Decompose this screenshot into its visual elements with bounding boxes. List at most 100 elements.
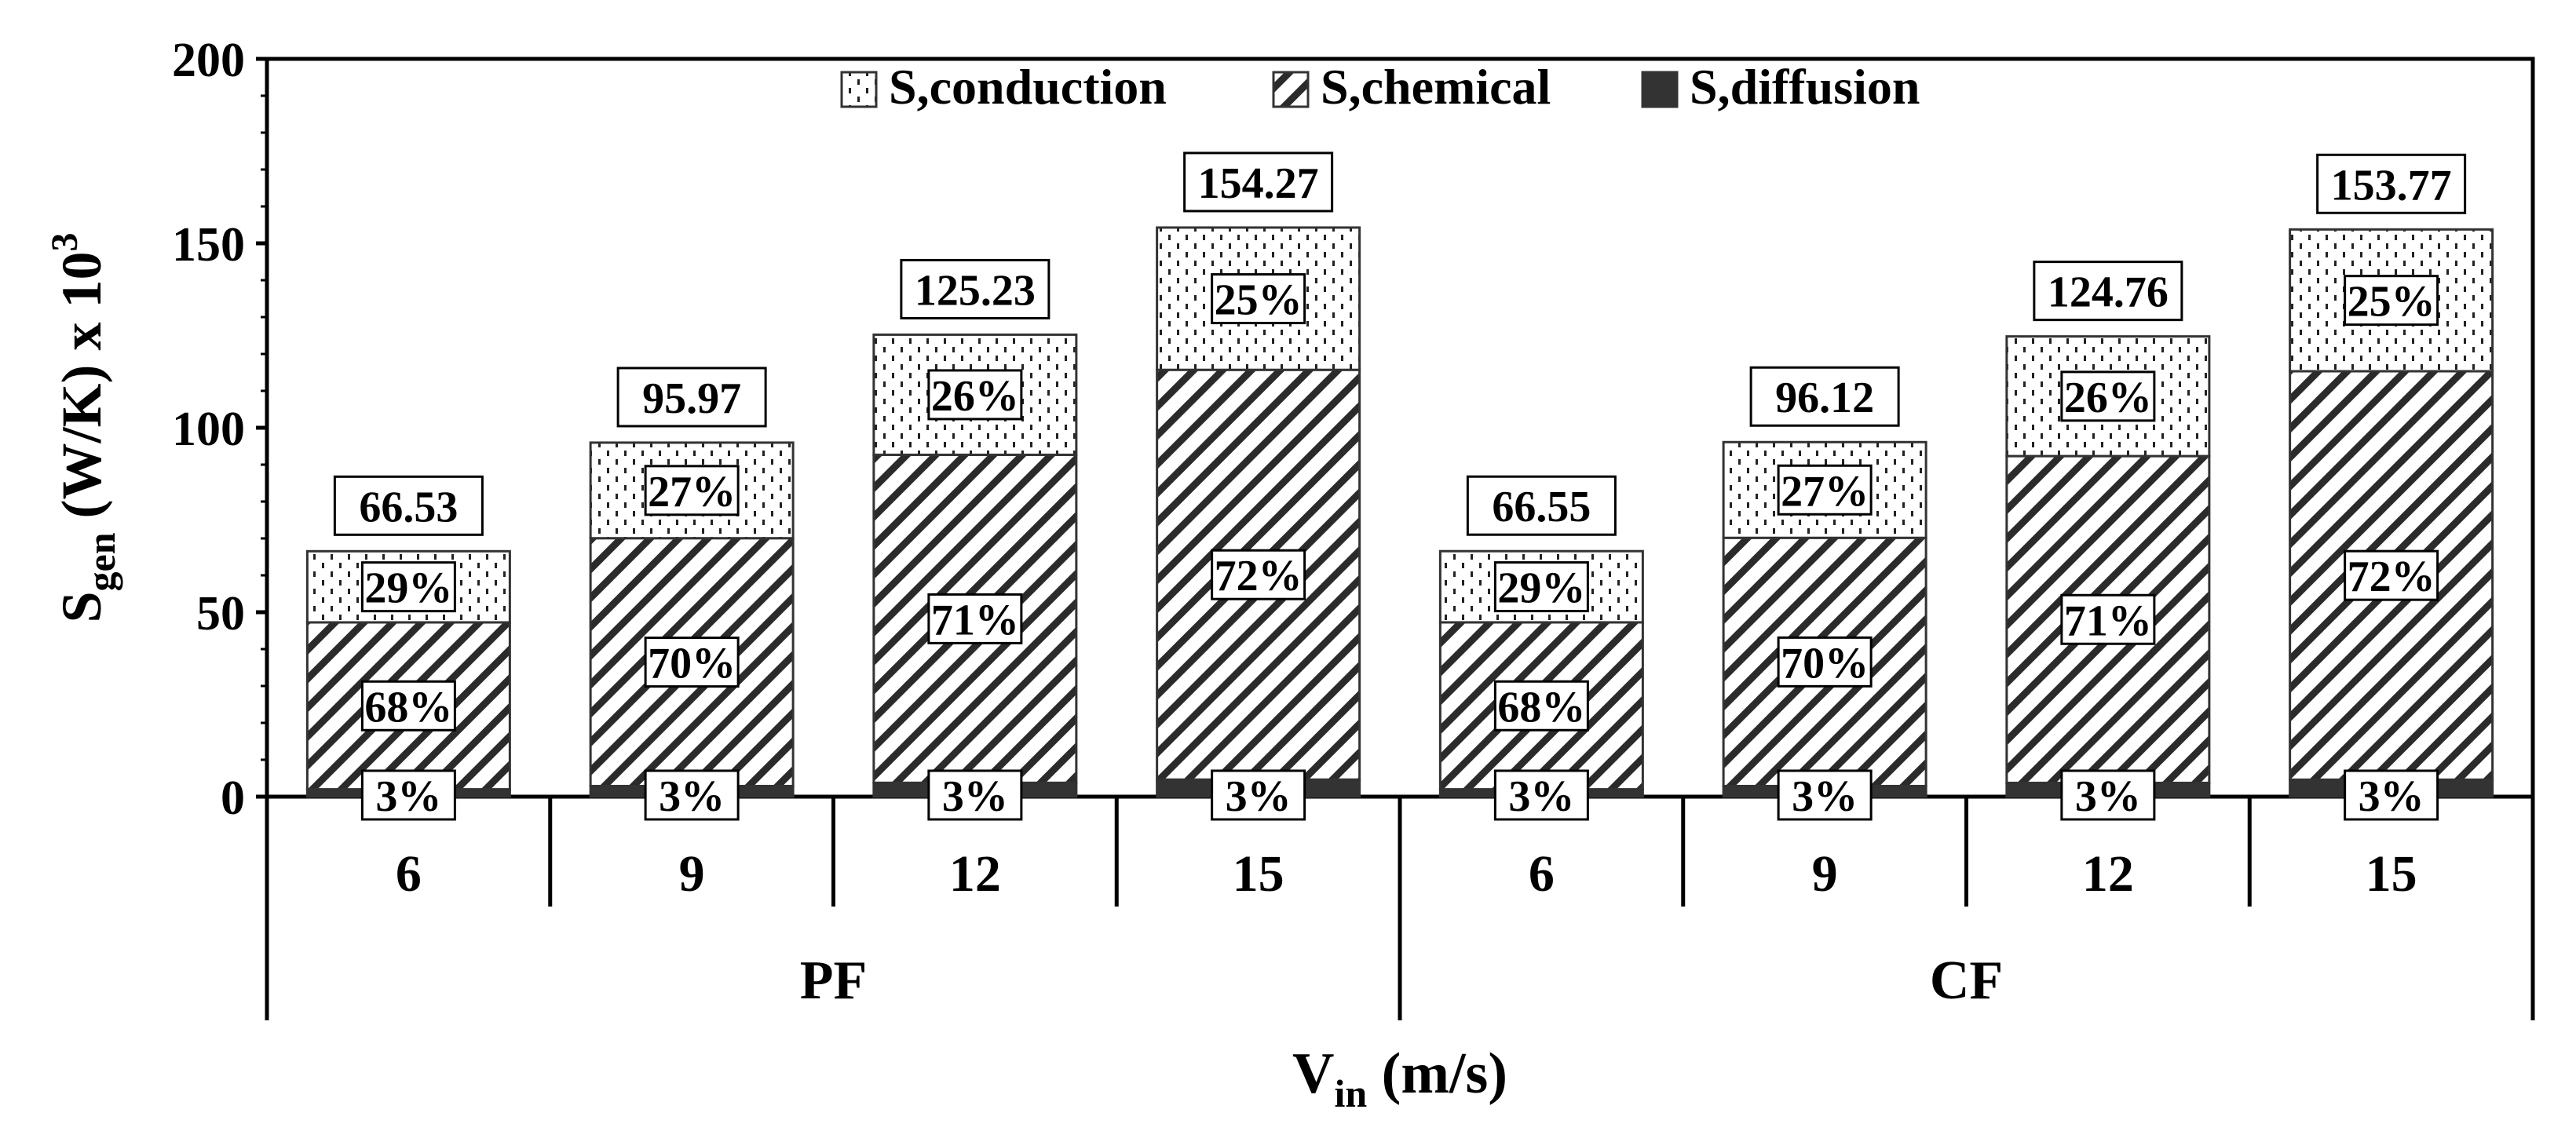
y-tick-label: 150 bbox=[172, 218, 245, 272]
x-axis-title-sub: in bbox=[1334, 1071, 1367, 1115]
percent-label: 72% bbox=[1215, 552, 1303, 600]
x-tick-label: 12 bbox=[949, 845, 1001, 903]
y-axis-title-sub: gen bbox=[79, 532, 123, 591]
total-label-box bbox=[900, 258, 1050, 319]
x-tick-label: 9 bbox=[679, 845, 705, 903]
percent-label-box bbox=[2060, 769, 2156, 821]
x-axis-title: Vin (m/s) bbox=[1292, 1042, 1507, 1115]
total-label-box bbox=[1466, 475, 1617, 536]
percent-label: 26% bbox=[931, 372, 1019, 421]
total-label: 154.27 bbox=[1198, 159, 1319, 208]
bar-segment-sconduction-2 bbox=[872, 333, 1078, 456]
total-label-box bbox=[2033, 261, 2183, 322]
percent-label: 68% bbox=[1497, 683, 1585, 732]
bars-layer bbox=[305, 226, 2494, 798]
legend: S,conduction S,chemical S,diffusion bbox=[840, 59, 1920, 115]
percent-label-box bbox=[360, 769, 456, 821]
x-tick-label: 9 bbox=[1812, 845, 1838, 903]
legend-swatch-sconduction bbox=[840, 71, 878, 108]
y-tick-label: 100 bbox=[172, 403, 245, 456]
legend-label: S,diffusion bbox=[1690, 59, 1920, 115]
percent-label: 70% bbox=[1781, 639, 1869, 688]
percent-label-box bbox=[360, 561, 456, 613]
total-label-box bbox=[333, 475, 484, 536]
percent-label: 72% bbox=[2348, 553, 2435, 601]
percent-label: 71% bbox=[931, 596, 1019, 644]
percent-label: 26% bbox=[2064, 374, 2152, 422]
percent-label-box bbox=[644, 637, 740, 688]
percent-label: 3% bbox=[2359, 772, 2424, 821]
percent-label: 27% bbox=[1781, 467, 1869, 516]
percent-label-box bbox=[2060, 370, 2156, 422]
percent-label-box bbox=[1211, 273, 1306, 325]
y-tick-label: 200 bbox=[172, 34, 245, 87]
percent-label-box bbox=[927, 369, 1023, 421]
legend-label: S,chemical bbox=[1321, 59, 1551, 115]
percent-label: 29% bbox=[1497, 564, 1585, 613]
percent-label: 3% bbox=[2075, 772, 2141, 821]
y-axis-title-rest: (W/K) x 10 bbox=[50, 251, 113, 532]
y-tick-label: 50 bbox=[196, 587, 245, 640]
percent-label: 29% bbox=[364, 564, 452, 613]
x-tick-label: 12 bbox=[2082, 845, 2134, 903]
percent-label: 25% bbox=[1215, 276, 1303, 325]
total-label-box bbox=[1183, 151, 1334, 213]
x-tick-label: 6 bbox=[396, 845, 422, 903]
total-label-box bbox=[2316, 153, 2467, 214]
percent-label-box bbox=[2344, 549, 2439, 601]
percent-label: 70% bbox=[648, 640, 736, 688]
percent-label: 3% bbox=[659, 772, 725, 821]
y-axis-title-main: S bbox=[50, 591, 113, 622]
y-axis-title: Sgen (W/K) x 103 bbox=[44, 232, 123, 622]
x-axis-title-rest: (m/s) bbox=[1367, 1042, 1507, 1106]
total-label: 124.76 bbox=[2048, 268, 2169, 317]
percent-label: 27% bbox=[648, 468, 736, 516]
total-label-box bbox=[1749, 366, 1900, 427]
total-label: 153.77 bbox=[2331, 161, 2452, 210]
axes-layer: 0 50 100 150 200 6 9 12 15 PF 6 9 12 15 CF Vin (m/s) Sge… bbox=[44, 34, 2535, 1115]
x-group-label: PF bbox=[800, 950, 868, 1011]
total-label: 96.12 bbox=[1775, 374, 1874, 422]
total-label: 125.23 bbox=[915, 266, 1036, 315]
percent-label-box bbox=[644, 465, 740, 516]
percent-label: 3% bbox=[375, 772, 441, 821]
total-label: 66.53 bbox=[359, 483, 458, 531]
legend-swatch-schemical bbox=[1272, 71, 1310, 108]
percent-label-box bbox=[1493, 561, 1589, 613]
percent-label-box bbox=[1777, 464, 1873, 516]
x-tick-label: 15 bbox=[2366, 845, 2417, 903]
legend-swatch-sdiffusion bbox=[1641, 71, 1679, 108]
percent-label-box bbox=[2344, 275, 2439, 327]
percent-label-box bbox=[927, 593, 1023, 644]
x-group-label: CF bbox=[1930, 950, 2003, 1011]
percent-label-box bbox=[2344, 769, 2439, 821]
percent-label-box bbox=[927, 769, 1023, 821]
percent-label-box bbox=[1493, 769, 1589, 821]
percent-label: 68% bbox=[364, 683, 452, 732]
percent-label: 3% bbox=[1508, 772, 1574, 821]
x-axis-title-main: V bbox=[1292, 1042, 1334, 1106]
percent-label-box bbox=[644, 769, 740, 821]
percent-label: 3% bbox=[942, 772, 1008, 821]
percent-label-box bbox=[1211, 769, 1306, 821]
percent-label: 71% bbox=[2064, 597, 2152, 645]
legend-label: S,conduction bbox=[889, 59, 1167, 115]
x-tick-label: 15 bbox=[1233, 845, 1284, 903]
percent-label-box bbox=[2060, 593, 2156, 645]
percent-label: 3% bbox=[1792, 772, 1858, 821]
percent-label-box bbox=[1777, 769, 1873, 821]
percent-label-box bbox=[1777, 636, 1873, 688]
percent-label-box bbox=[1493, 680, 1589, 732]
total-label: 95.97 bbox=[642, 374, 741, 423]
data-labels-layer: 3% 3% 3% 3% 3% 3% 3% 3% 68% 70% 71% 72% 68% 70% 71% 72%… bbox=[333, 151, 2467, 821]
percent-label: 25% bbox=[2348, 278, 2435, 327]
y-axis-title-sup: 3 bbox=[44, 232, 86, 251]
x-tick-label: 6 bbox=[1529, 845, 1555, 903]
total-label: 66.55 bbox=[1492, 483, 1591, 531]
total-label-box bbox=[616, 367, 767, 428]
percent-label-box bbox=[360, 680, 456, 732]
percent-label: 3% bbox=[1226, 772, 1292, 821]
y-tick-label: 0 bbox=[221, 772, 245, 825]
